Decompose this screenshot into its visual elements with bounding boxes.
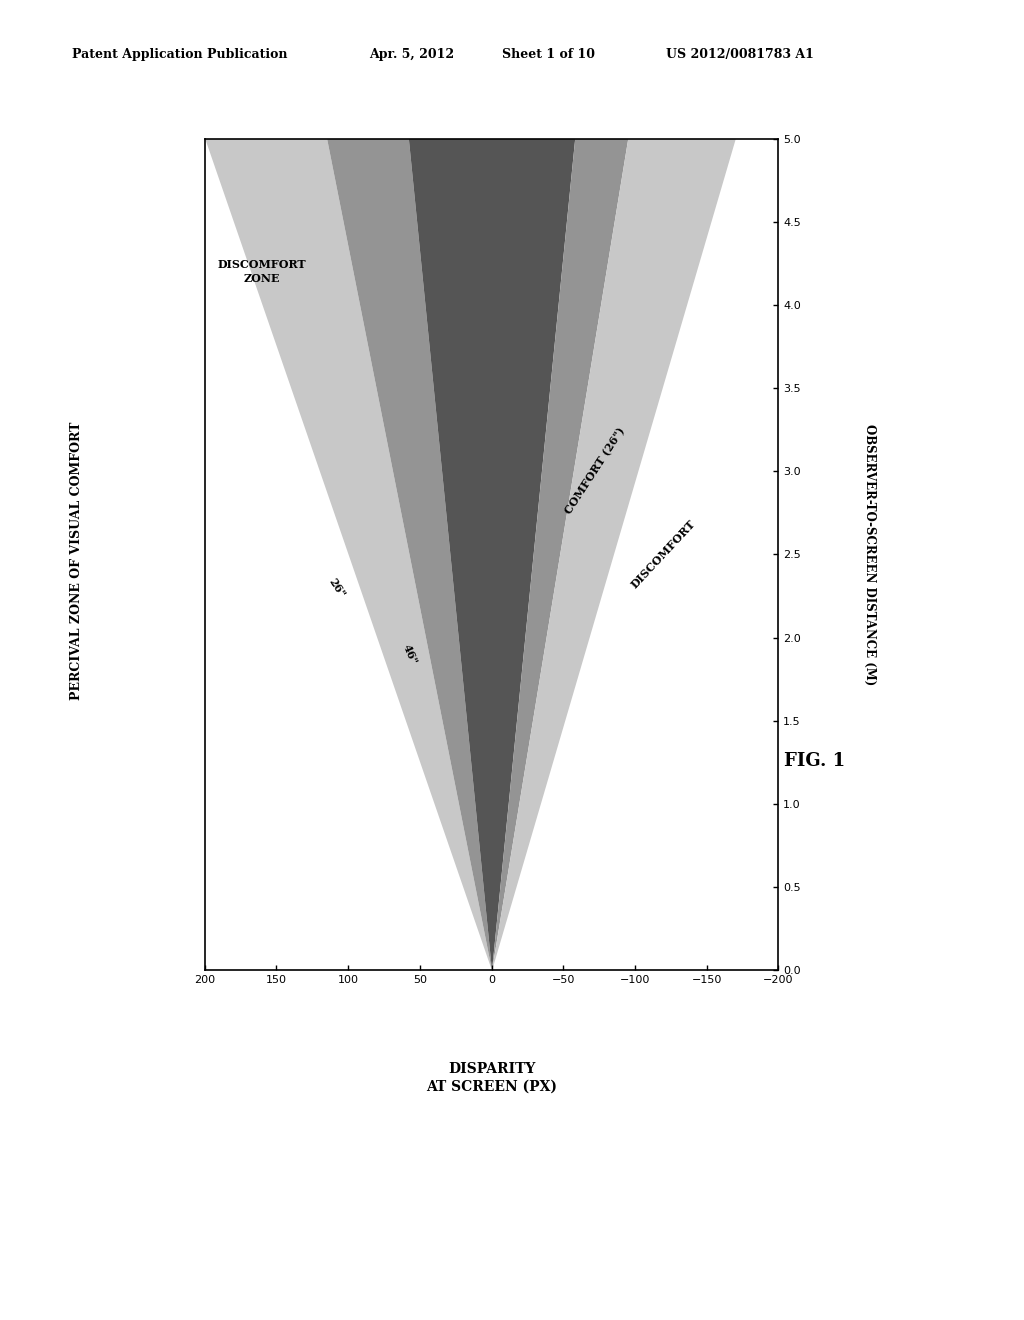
Text: PERCIVAL ZONE OF VISUAL COMFORT: PERCIVAL ZONE OF VISUAL COMFORT [71, 422, 83, 700]
Text: Apr. 5, 2012: Apr. 5, 2012 [369, 48, 454, 61]
Text: US 2012/0081783 A1: US 2012/0081783 A1 [666, 48, 813, 61]
Text: Patent Application Publication: Patent Application Publication [72, 48, 287, 61]
Text: DISCOMFORT
ZONE: DISCOMFORT ZONE [218, 259, 306, 284]
Text: Sheet 1 of 10: Sheet 1 of 10 [502, 48, 595, 61]
Text: DISPARITY
AT SCREEN (PX): DISPARITY AT SCREEN (PX) [426, 1061, 557, 1094]
Text: COMFORT (26"): COMFORT (26") [562, 426, 627, 516]
Text: FIG. 1: FIG. 1 [783, 751, 845, 770]
Text: 46": 46" [400, 643, 419, 667]
Text: 26": 26" [327, 576, 347, 599]
Text: OBSERVER-TO-SCREEN DISTANCE (M): OBSERVER-TO-SCREEN DISTANCE (M) [863, 424, 877, 685]
Text: DISCOMFORT: DISCOMFORT [630, 519, 697, 590]
